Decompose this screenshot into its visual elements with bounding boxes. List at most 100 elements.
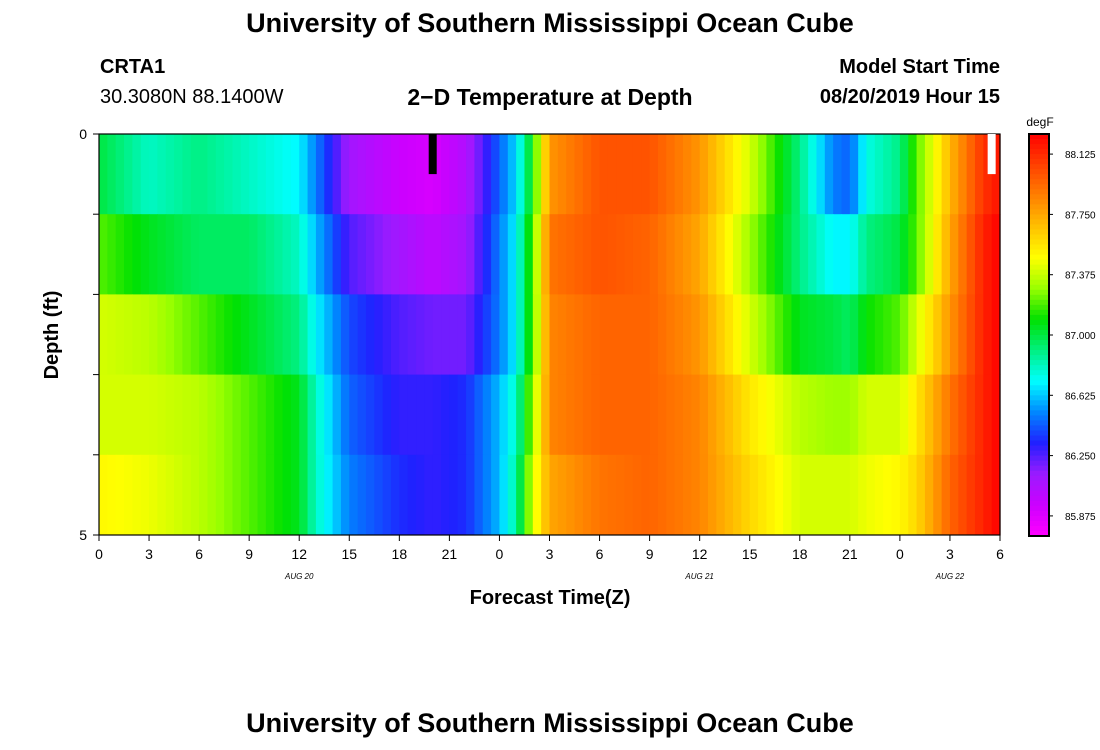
heatmap-cell (941, 294, 951, 375)
colorbar-segment (1029, 289, 1049, 296)
heatmap-cell (457, 214, 467, 295)
heatmap-cell (991, 454, 1001, 536)
heatmap-cell (749, 214, 759, 295)
heatmap-cell (566, 294, 576, 375)
heatmap-cell (908, 454, 918, 536)
heatmap-cell (574, 134, 584, 215)
x-tick-label: 21 (442, 546, 458, 562)
heatmap-cell (616, 214, 626, 295)
heatmap-cell (641, 294, 651, 375)
heatmap-cell (349, 294, 359, 375)
heatmap-cell (741, 374, 751, 456)
heatmap-cell (949, 374, 959, 456)
heatmap-cell (432, 454, 442, 536)
colorbar-segment (1029, 480, 1049, 487)
heatmap-cell (824, 294, 834, 375)
heatmap-cell (249, 134, 259, 215)
heatmap-cell (132, 454, 142, 536)
y-axis-label: Depth (ft) (41, 291, 63, 380)
heatmap-cell (282, 214, 292, 295)
heatmap-cell (916, 294, 926, 375)
heatmap-cell (215, 294, 225, 375)
heatmap-cell (165, 454, 175, 536)
x-tick-label: 3 (145, 546, 153, 562)
x-tick-label: 12 (291, 546, 307, 562)
surface-marker (987, 134, 996, 175)
x-tick-label: 9 (646, 546, 654, 562)
heatmap-cell (449, 294, 459, 375)
heatmap-cell (374, 454, 384, 536)
heatmap-cell (582, 134, 592, 215)
heatmap-cell (482, 134, 492, 215)
heatmap-cell (616, 374, 626, 456)
heatmap-cell (516, 294, 526, 375)
heatmap-cell (891, 374, 901, 456)
heatmap-cell (315, 374, 325, 456)
colorbar-segment (1029, 254, 1049, 261)
heatmap-cell (866, 214, 876, 295)
heatmap-cell (174, 374, 184, 456)
heatmap-cell (182, 134, 192, 215)
heatmap-cell (724, 294, 734, 375)
heatmap-cell (941, 134, 951, 215)
heatmap-cell (507, 294, 517, 375)
heatmap-cell (457, 454, 467, 536)
x-tick-label: 18 (792, 546, 808, 562)
heatmap-cell (816, 374, 826, 456)
heatmap-cell (499, 374, 509, 456)
heatmap-cell (432, 294, 442, 375)
heatmap-cell (265, 294, 275, 375)
heatmap-cell (983, 134, 993, 215)
colorbar-segment (1029, 530, 1049, 537)
heatmap-cell (290, 214, 300, 295)
heatmap-cell (766, 294, 776, 375)
heatmap-cell (916, 214, 926, 295)
heatmap-cell (841, 374, 851, 456)
heatmap-cell (491, 214, 501, 295)
heatmap-cell (908, 214, 918, 295)
heatmap-cell (974, 374, 984, 456)
heatmap-cell (407, 134, 417, 215)
heatmap-cell (165, 214, 175, 295)
heatmap-cell (257, 214, 267, 295)
heatmap-cell (416, 214, 425, 295)
heatmap-cell (566, 134, 576, 215)
heatmap-cell (774, 454, 784, 536)
heatmap-cell (365, 454, 375, 536)
heatmap-cell (107, 374, 117, 456)
colorbar-segment (1029, 505, 1049, 512)
heatmap-cell (474, 214, 484, 295)
heatmap-cell (916, 134, 926, 215)
heatmap-cell (933, 294, 943, 375)
heatmap-cell (424, 454, 434, 536)
heatmap-cell (941, 214, 951, 295)
heatmap-cell (833, 134, 843, 215)
colorbar-segment (1029, 249, 1049, 256)
heatmap-cell (416, 294, 425, 375)
heatmap-cell (174, 134, 184, 215)
heatmap-cell (883, 374, 893, 456)
heatmap-cell (307, 454, 317, 536)
colorbar-segment (1029, 144, 1049, 150)
heatmap-cell (416, 374, 425, 456)
heatmap-cell (699, 214, 709, 295)
x-tick-label: 9 (245, 546, 253, 562)
heatmap-cell (766, 454, 776, 536)
heatmap-cell (424, 374, 434, 456)
heatmap-cell (232, 294, 242, 375)
x-tick-label: 6 (195, 546, 203, 562)
date-label: AUG 21 (684, 572, 713, 581)
heatmap-cell (966, 294, 976, 375)
heatmap-cell (657, 214, 667, 295)
heatmap-cell (574, 454, 584, 536)
colorbar-segment (1029, 375, 1049, 381)
heatmap-cell (407, 294, 417, 375)
heatmap-cell (290, 134, 300, 215)
heatmap-cell (791, 454, 801, 536)
heatmap-cell (808, 214, 818, 295)
heatmap-cell (724, 454, 734, 536)
heatmap-cell (407, 214, 417, 295)
heatmap-cell (616, 294, 626, 375)
heatmap-cell (983, 454, 993, 536)
heatmap-cell (149, 134, 158, 215)
